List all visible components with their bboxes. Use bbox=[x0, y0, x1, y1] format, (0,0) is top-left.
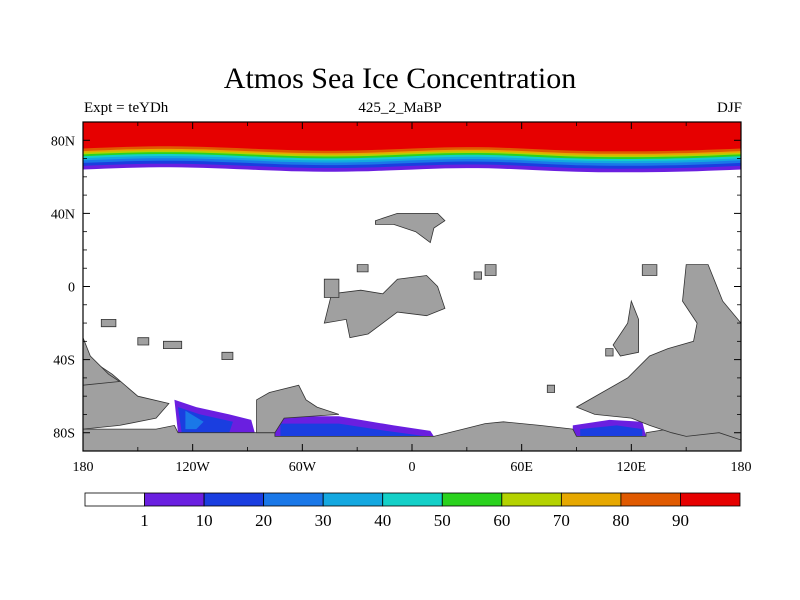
y-tick-label: 0 bbox=[68, 281, 75, 296]
ice-patch-amundsen-level-20 bbox=[185, 410, 204, 430]
land-west-coastal bbox=[83, 337, 121, 386]
colorbar-label: 90 bbox=[672, 511, 689, 530]
colorbar-swatch bbox=[322, 492, 384, 507]
colorbar-swatch bbox=[84, 492, 145, 507]
colorbar-swatch bbox=[501, 492, 562, 507]
x-tick-label: 60E bbox=[510, 460, 533, 475]
x-tick-label: 0 bbox=[409, 460, 416, 475]
land-island-4 bbox=[221, 351, 234, 361]
colorbar-label: 1 bbox=[140, 511, 149, 530]
colorbar-swatch bbox=[620, 492, 681, 507]
land-island-1 bbox=[100, 318, 117, 328]
land-central-north-islet bbox=[356, 264, 369, 273]
land-central-west-island bbox=[323, 278, 340, 298]
antarctic-ice-patches bbox=[174, 399, 646, 437]
land-north-block bbox=[374, 212, 446, 244]
land-east-block bbox=[575, 264, 741, 441]
land-island-3 bbox=[162, 340, 183, 350]
colorbar-label: 80 bbox=[612, 511, 629, 530]
land-mask bbox=[83, 212, 741, 451]
x-tick-label: 180 bbox=[73, 460, 94, 475]
y-axis: 80N 40N 0 40S 80S bbox=[51, 121, 741, 452]
colorbar-swatch bbox=[382, 492, 443, 507]
y-tick-label: 40N bbox=[51, 207, 75, 222]
land-island-6 bbox=[484, 264, 497, 276]
colorbar-swatch bbox=[441, 492, 503, 507]
colorbar-label: 70 bbox=[553, 511, 570, 530]
land-east-west-island bbox=[612, 299, 639, 357]
ice-patch-east-antarctic-level-10 bbox=[580, 425, 643, 437]
land-central bbox=[323, 275, 446, 339]
arctic-band-level-90 bbox=[83, 122, 741, 152]
land-antarctic-peninsula bbox=[256, 384, 340, 434]
map-plot-area bbox=[83, 122, 741, 451]
x-tick-label: 180 bbox=[731, 460, 752, 475]
colorbar-label: 30 bbox=[315, 511, 332, 530]
chart-title: Atmos Sea Ice Concentration bbox=[223, 62, 577, 95]
x-axis: 180 120W 60W 0 60E 120E 180 bbox=[73, 122, 752, 475]
colorbar-label: 50 bbox=[434, 511, 451, 530]
y-tick-label: 80S bbox=[53, 427, 75, 442]
colorbar-swatch bbox=[263, 492, 324, 507]
colorbar-swatch bbox=[560, 492, 622, 507]
run-label: 425_2_MaBP bbox=[358, 100, 442, 116]
land-antarctica bbox=[83, 421, 741, 451]
y-tick-label: 40S bbox=[53, 354, 75, 369]
season-label: DJF bbox=[716, 100, 742, 116]
ice-patch-weddell-level-10 bbox=[280, 423, 427, 437]
land-east-islet bbox=[641, 264, 658, 276]
x-tick-label: 120E bbox=[617, 460, 647, 475]
experiment-label: Expt = teYDh bbox=[84, 100, 169, 116]
land-island-8 bbox=[605, 348, 614, 357]
colorbar: 1 10 20 30 40 50 60 70 80 90 bbox=[84, 492, 741, 530]
x-tick-label: 60W bbox=[289, 460, 317, 475]
land-island-2 bbox=[137, 337, 150, 346]
colorbar-label: 10 bbox=[196, 511, 213, 530]
arctic-ice-band bbox=[83, 122, 741, 173]
colorbar-label: 60 bbox=[493, 511, 510, 530]
land-island-7 bbox=[473, 271, 482, 280]
colorbar-swatch bbox=[203, 492, 265, 507]
colorbar-swatch bbox=[680, 492, 741, 507]
colorbar-label: 20 bbox=[255, 511, 272, 530]
y-tick-label: 80N bbox=[51, 134, 75, 149]
land-island-5 bbox=[546, 384, 555, 393]
x-tick-label: 120W bbox=[176, 460, 211, 475]
colorbar-label: 40 bbox=[374, 511, 391, 530]
colorbar-swatch bbox=[144, 492, 205, 507]
